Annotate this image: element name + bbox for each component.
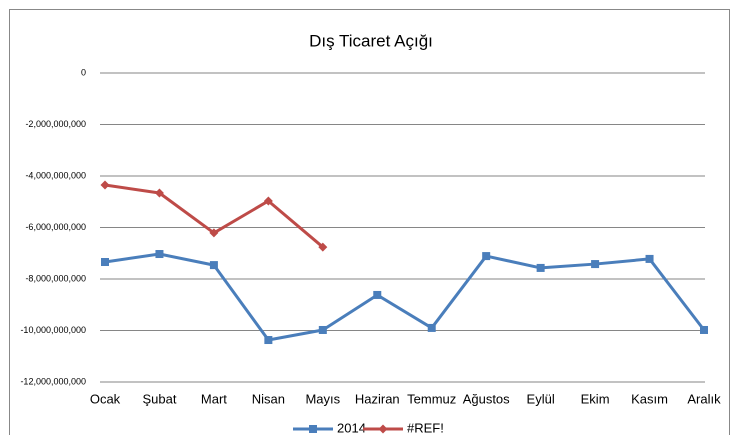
- x-tick-label: Eylül: [527, 391, 555, 406]
- x-tick-label: Ocak: [90, 391, 121, 406]
- x-tick-label: Temmuz: [407, 391, 456, 406]
- data-point: [427, 323, 436, 332]
- y-tick-label: -2,000,000,000: [25, 119, 86, 129]
- legend-label: 2014: [337, 420, 366, 435]
- chart-title: Dış Ticaret Açığı: [309, 31, 433, 50]
- x-tick-label: Aralık: [687, 391, 721, 406]
- data-point: [318, 242, 328, 252]
- x-tick-label: Şubat: [142, 391, 176, 406]
- y-tick-label: 0: [81, 67, 86, 77]
- y-tick-label: -10,000,000,000: [20, 325, 86, 335]
- x-tick-label: Mart: [201, 391, 227, 406]
- y-tick-label: -12,000,000,000: [20, 376, 86, 386]
- chart-border: [9, 9, 730, 440]
- x-tick-label: Ağustos: [463, 391, 510, 406]
- data-point: [645, 254, 654, 263]
- data-point: [263, 196, 273, 206]
- data-point: [155, 250, 164, 259]
- y-tick-label: -6,000,000,000: [25, 222, 86, 232]
- data-point: [591, 260, 600, 269]
- x-tick-label: Nisan: [252, 391, 285, 406]
- data-point: [100, 180, 110, 190]
- x-tick-label: Ekim: [581, 391, 610, 406]
- x-tick-label: Mayıs: [305, 391, 340, 406]
- y-tick-label: -4,000,000,000: [25, 170, 86, 180]
- data-point: [209, 261, 218, 270]
- data-point: [318, 325, 327, 334]
- data-point: [264, 336, 273, 345]
- data-point: [373, 290, 382, 299]
- series-line: [104, 252, 706, 342]
- data-point: [482, 252, 491, 261]
- data-point: [536, 263, 545, 272]
- legend-marker: [378, 424, 388, 434]
- x-tick-label: Kasım: [631, 391, 668, 406]
- y-tick-label: -8,000,000,000: [25, 273, 86, 283]
- data-point: [154, 188, 164, 198]
- data-point: [209, 228, 219, 238]
- legend-marker: [309, 425, 317, 433]
- data-point: [101, 258, 109, 267]
- data-point: [700, 325, 708, 334]
- x-tick-label: Haziran: [355, 391, 400, 406]
- legend-label: #REF!: [407, 420, 444, 435]
